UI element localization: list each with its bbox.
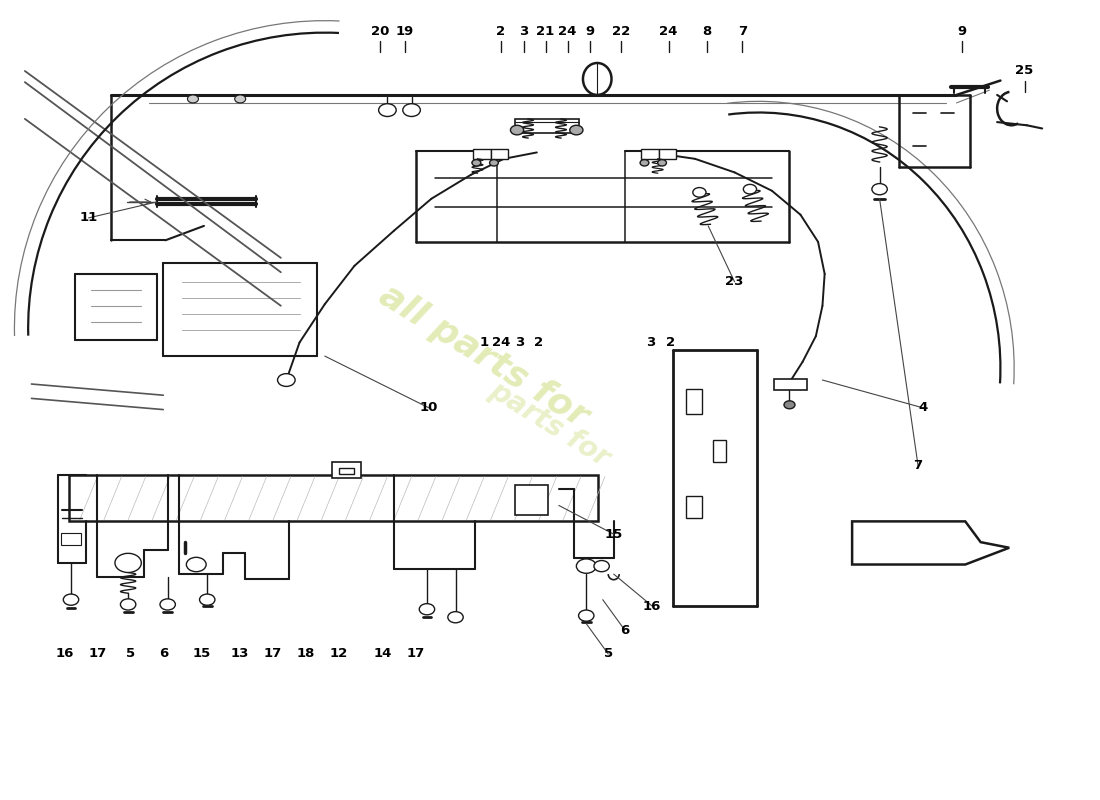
Circle shape <box>199 594 214 606</box>
Text: 6: 6 <box>620 623 629 637</box>
Circle shape <box>403 104 420 117</box>
Circle shape <box>187 95 198 103</box>
Circle shape <box>579 610 594 622</box>
Text: all parts for: all parts for <box>373 278 595 434</box>
Bar <box>491 150 508 159</box>
Text: 14: 14 <box>374 647 393 661</box>
Circle shape <box>234 95 245 103</box>
Text: 18: 18 <box>297 647 316 661</box>
Text: 16: 16 <box>644 599 661 613</box>
Circle shape <box>64 594 79 606</box>
Text: 17: 17 <box>88 647 107 661</box>
Text: 15: 15 <box>605 528 623 541</box>
Text: 24: 24 <box>660 25 678 38</box>
Text: 3: 3 <box>515 336 524 349</box>
Bar <box>332 462 361 478</box>
Text: 1: 1 <box>480 336 488 349</box>
Text: 3: 3 <box>519 25 528 38</box>
Text: 19: 19 <box>396 25 414 38</box>
Text: 10: 10 <box>420 402 438 414</box>
Circle shape <box>116 554 141 573</box>
Circle shape <box>744 184 757 194</box>
Text: 3: 3 <box>647 336 656 349</box>
Circle shape <box>277 374 295 386</box>
Bar <box>69 475 598 522</box>
Circle shape <box>186 558 206 572</box>
Bar <box>515 485 548 515</box>
Text: 8: 8 <box>703 25 712 38</box>
Text: 25: 25 <box>1015 65 1034 78</box>
Text: 11: 11 <box>79 211 98 225</box>
Bar <box>659 150 676 159</box>
Bar <box>774 379 807 390</box>
Text: 21: 21 <box>537 25 554 38</box>
Circle shape <box>378 104 396 117</box>
Text: 23: 23 <box>725 275 744 288</box>
Text: 24: 24 <box>493 336 510 349</box>
Text: 7: 7 <box>738 25 747 38</box>
Circle shape <box>570 126 583 135</box>
Bar <box>339 468 354 474</box>
Text: 4: 4 <box>918 402 928 414</box>
Bar <box>686 496 702 518</box>
Text: 16: 16 <box>55 647 74 661</box>
Text: 22: 22 <box>613 25 630 38</box>
Text: 7: 7 <box>913 459 923 472</box>
Circle shape <box>784 401 795 409</box>
Circle shape <box>419 604 435 615</box>
Circle shape <box>472 160 481 166</box>
Text: 17: 17 <box>407 647 425 661</box>
Bar <box>641 150 659 159</box>
Text: 5: 5 <box>604 647 613 661</box>
Text: 2: 2 <box>496 25 505 38</box>
Text: 9: 9 <box>585 25 594 38</box>
Bar <box>515 119 579 134</box>
Circle shape <box>120 599 135 610</box>
Text: 15: 15 <box>192 647 211 661</box>
Polygon shape <box>852 522 1009 565</box>
Text: 17: 17 <box>264 647 283 661</box>
Text: 20: 20 <box>371 25 389 38</box>
Text: 2: 2 <box>535 336 543 349</box>
Circle shape <box>448 612 463 623</box>
Circle shape <box>160 599 175 610</box>
Circle shape <box>658 160 667 166</box>
Text: parts for: parts for <box>485 376 615 472</box>
Circle shape <box>872 183 888 194</box>
Circle shape <box>510 126 524 135</box>
Bar <box>686 389 702 414</box>
Text: 2: 2 <box>667 336 675 349</box>
Circle shape <box>594 561 609 572</box>
Text: 6: 6 <box>158 647 168 661</box>
Text: 5: 5 <box>125 647 135 661</box>
Text: 13: 13 <box>231 647 250 661</box>
Text: 24: 24 <box>559 25 576 38</box>
Text: 12: 12 <box>330 647 349 661</box>
Text: 9: 9 <box>957 25 967 38</box>
Bar <box>62 533 81 546</box>
Circle shape <box>576 559 596 574</box>
Circle shape <box>490 160 498 166</box>
Circle shape <box>693 187 706 197</box>
Bar <box>473 150 491 159</box>
Bar <box>713 440 726 462</box>
Circle shape <box>640 160 649 166</box>
